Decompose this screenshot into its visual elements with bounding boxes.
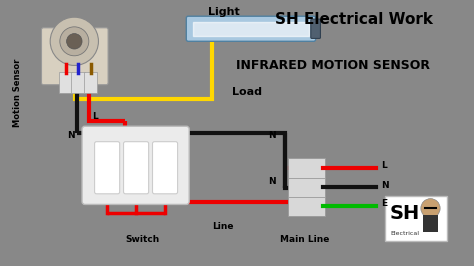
Text: N: N	[68, 131, 75, 140]
Text: N: N	[381, 181, 389, 190]
FancyBboxPatch shape	[84, 72, 98, 93]
Text: N: N	[268, 131, 276, 140]
Circle shape	[50, 17, 99, 65]
FancyBboxPatch shape	[186, 16, 316, 41]
FancyBboxPatch shape	[95, 142, 120, 194]
FancyBboxPatch shape	[385, 196, 447, 241]
Text: Light: Light	[208, 7, 239, 17]
FancyBboxPatch shape	[42, 28, 108, 85]
Text: Switch: Switch	[126, 235, 160, 244]
Text: INFRARED MOTION SENSOR: INFRARED MOTION SENSOR	[237, 59, 430, 72]
Text: Line: Line	[212, 222, 234, 231]
FancyBboxPatch shape	[288, 177, 325, 197]
Bar	[423, 215, 438, 232]
Text: E: E	[381, 199, 387, 208]
FancyBboxPatch shape	[288, 196, 325, 217]
Text: SH Electrical Work: SH Electrical Work	[275, 12, 433, 27]
FancyBboxPatch shape	[59, 72, 73, 93]
FancyBboxPatch shape	[72, 72, 85, 93]
Text: L: L	[381, 161, 387, 170]
Text: Main Line: Main Line	[280, 235, 329, 244]
Text: L: L	[91, 111, 98, 120]
Text: Load: Load	[232, 87, 262, 97]
Circle shape	[421, 199, 440, 218]
Text: N: N	[268, 177, 276, 186]
FancyBboxPatch shape	[124, 142, 149, 194]
FancyBboxPatch shape	[82, 126, 189, 205]
FancyBboxPatch shape	[311, 19, 320, 38]
Text: Motion Sensor: Motion Sensor	[13, 58, 22, 127]
Text: SH: SH	[390, 205, 420, 223]
FancyBboxPatch shape	[288, 158, 325, 178]
FancyBboxPatch shape	[153, 142, 178, 194]
Circle shape	[60, 27, 89, 56]
Circle shape	[67, 34, 82, 49]
Text: Electrical: Electrical	[390, 231, 419, 236]
